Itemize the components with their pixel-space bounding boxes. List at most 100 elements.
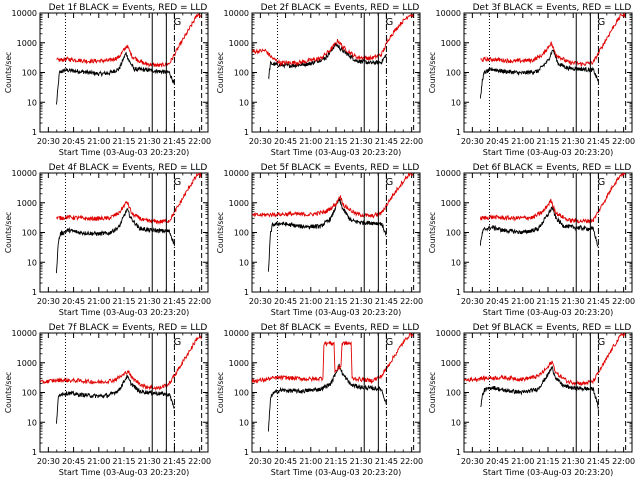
y-tick-label: 1 [32, 288, 37, 297]
marker-label: G [598, 177, 606, 188]
x-tick-label: 20:45 [62, 297, 85, 306]
y-tick-label: 10000 [436, 169, 461, 178]
y-tick-label: 10 [239, 258, 249, 267]
x-tick-label: 20:30 [249, 297, 272, 306]
x-tick-label: 21:30 [138, 457, 161, 466]
x-tick-label: 21:15 [324, 457, 347, 466]
marker-label: G [386, 177, 394, 188]
y-tick-label: 10000 [12, 9, 37, 18]
x-tick-label: 20:45 [486, 137, 509, 146]
marker-label: G [598, 337, 606, 348]
x-tick-label: 20:30 [37, 457, 60, 466]
y-axis-label: Counts/sec [428, 52, 437, 93]
x-axis-label: Start Time (03-Aug-03 20:23:20) [483, 468, 614, 477]
y-tick-label: 10000 [224, 169, 249, 178]
panel-title: Det 2f BLACK = Events, RED = LLD [261, 3, 420, 13]
x-tick-label: 21:45 [587, 457, 610, 466]
x-tick-label: 20:45 [486, 457, 509, 466]
x-tick-label: 21:30 [350, 457, 373, 466]
y-tick-label: 10000 [224, 329, 249, 338]
y-tick-label: 1000 [441, 199, 461, 208]
marker-label: G [386, 17, 394, 28]
x-axis-label: Start Time (03-Aug-03 20:23:20) [271, 468, 402, 477]
x-axis-label: Start Time (03-Aug-03 20:23:20) [271, 148, 402, 157]
x-tick-label: 20:30 [461, 137, 484, 146]
y-tick-label: 1 [244, 448, 249, 457]
x-tick-label: 21:00 [299, 297, 322, 306]
x-tick-label: 21:15 [112, 297, 135, 306]
panel-title: Det 1f BLACK = Events, RED = LLD [49, 3, 208, 13]
y-tick-label: 10 [451, 98, 461, 107]
x-tick-label: 21:30 [350, 137, 373, 146]
x-tick-label: 22:00 [400, 137, 423, 146]
x-tick-label: 21:30 [138, 297, 161, 306]
x-tick-label: 22:00 [188, 457, 211, 466]
y-tick-label: 1 [456, 288, 461, 297]
x-tick-label: 20:45 [274, 137, 297, 146]
x-tick-label: 21:45 [163, 137, 186, 146]
y-tick-label: 10000 [12, 169, 37, 178]
x-tick-label: 21:15 [324, 297, 347, 306]
x-tick-label: 21:30 [562, 137, 585, 146]
y-tick-label: 100 [22, 229, 37, 238]
events-series-line [55, 51, 175, 105]
y-tick-label: 100 [234, 69, 249, 78]
y-tick-label: 100 [234, 389, 249, 398]
x-tick-label: 21:00 [511, 137, 534, 146]
detector-panel-8: Det 8f BLACK = Events, RED = LLD 1 10 100 10… [216, 323, 423, 477]
detector-panel-1: Det 1f BLACK = Events, RED = LLD 1 10 100 10… [4, 3, 211, 157]
x-tick-label: 21:15 [536, 137, 559, 146]
y-tick-label: 1000 [229, 359, 249, 368]
x-tick-label: 22:00 [612, 457, 635, 466]
events-series-line [479, 206, 599, 248]
y-tick-label: 10 [27, 418, 37, 427]
y-tick-label: 10 [27, 98, 37, 107]
y-axis-label: Counts/sec [4, 212, 13, 253]
x-tick-label: 21:00 [299, 137, 322, 146]
y-axis-label: Counts/sec [216, 372, 225, 413]
y-tick-label: 10 [451, 258, 461, 267]
x-axis-label: Start Time (03-Aug-03 20:23:20) [59, 468, 190, 477]
y-tick-label: 1000 [229, 199, 249, 208]
x-tick-label: 20:45 [486, 297, 509, 306]
y-tick-label: 10 [27, 258, 37, 267]
y-axis-label: Counts/sec [4, 52, 13, 93]
marker-label: G [174, 337, 182, 348]
y-tick-label: 1000 [17, 199, 37, 208]
x-tick-label: 21:00 [87, 457, 110, 466]
marker-label: G [174, 177, 182, 188]
plot-frame [39, 12, 209, 133]
x-tick-label: 21:45 [587, 137, 610, 146]
x-tick-label: 21:30 [562, 457, 585, 466]
panel-title: Det 9f BLACK = Events, RED = LLD [473, 323, 632, 333]
x-tick-label: 20:30 [461, 457, 484, 466]
y-axis-label: Counts/sec [216, 52, 225, 93]
x-axis-label: Start Time (03-Aug-03 20:23:20) [483, 308, 614, 317]
x-tick-label: 22:00 [400, 457, 423, 466]
y-axis-label: Counts/sec [428, 212, 437, 253]
y-tick-label: 1000 [17, 39, 37, 48]
y-axis-label: Counts/sec [4, 372, 13, 413]
x-tick-label: 20:45 [274, 457, 297, 466]
detector-panel-4: Det 4f BLACK = Events, RED = LLD 1 10 100 10… [4, 163, 211, 317]
lld-series-line [480, 13, 627, 67]
x-tick-label: 22:00 [400, 297, 423, 306]
y-tick-label: 1000 [441, 359, 461, 368]
y-axis-label: Counts/sec [216, 212, 225, 253]
x-axis-label: Start Time (03-Aug-03 20:23:20) [59, 308, 190, 317]
x-axis-label: Start Time (03-Aug-03 20:23:20) [59, 148, 190, 157]
y-tick-label: 100 [22, 69, 37, 78]
y-tick-label: 10 [451, 418, 461, 427]
x-tick-label: 21:45 [163, 297, 186, 306]
x-tick-label: 21:00 [299, 457, 322, 466]
y-tick-label: 1 [456, 448, 461, 457]
x-tick-label: 20:30 [37, 297, 60, 306]
x-tick-label: 21:45 [163, 457, 186, 466]
y-tick-label: 100 [446, 69, 461, 78]
events-series-line [267, 197, 387, 272]
x-tick-label: 21:00 [87, 137, 110, 146]
x-tick-label: 21:45 [375, 297, 398, 306]
events-series-line [479, 49, 599, 99]
x-tick-label: 20:45 [274, 297, 297, 306]
y-tick-label: 1 [32, 448, 37, 457]
